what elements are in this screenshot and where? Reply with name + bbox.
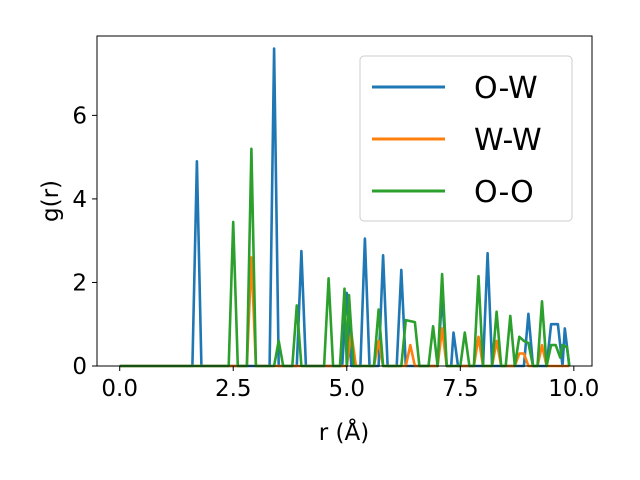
legend-label-o-o: O-O xyxy=(474,175,534,210)
legend-label-o-w: O-W xyxy=(474,71,538,106)
legend-box xyxy=(359,55,573,222)
x-tick-label: 7.5 xyxy=(442,376,479,402)
legend: O-W W-W O-O xyxy=(359,55,573,222)
y-tick-label: 4 xyxy=(72,187,87,213)
y-tick-label: 0 xyxy=(72,354,87,380)
x-axis-label: r (Å) xyxy=(319,418,369,446)
x-tick-label: 2.5 xyxy=(215,376,252,402)
legend-label-w-w: W-W xyxy=(474,123,542,158)
y-axis-label: g(r) xyxy=(38,180,64,222)
x-tick-label: 0.0 xyxy=(101,376,138,402)
axis-ticks: 0.0 2.5 5.0 7.5 10.0 0 2 4 6 xyxy=(72,103,599,402)
y-tick-label: 6 xyxy=(72,103,87,129)
y-tick-label: 2 xyxy=(72,270,87,296)
x-tick-label: 10.0 xyxy=(548,376,599,402)
x-tick-label: 5.0 xyxy=(328,376,365,402)
plot-frame xyxy=(96,35,593,367)
